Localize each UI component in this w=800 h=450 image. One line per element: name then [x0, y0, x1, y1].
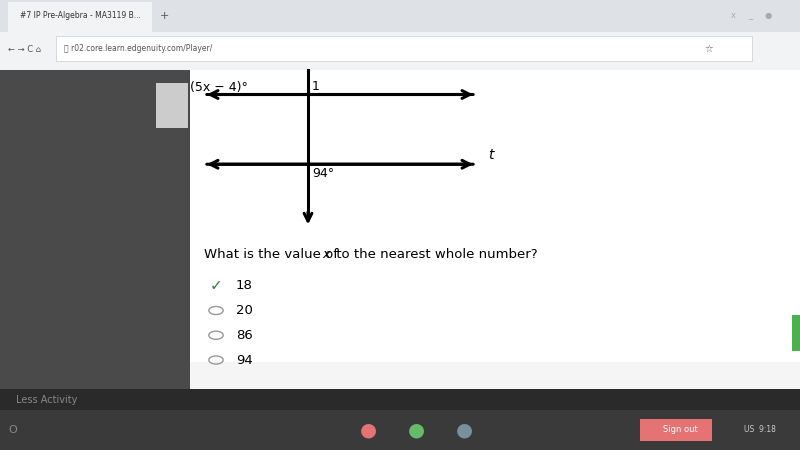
Text: x: x: [322, 248, 330, 261]
Text: t: t: [488, 148, 494, 162]
Bar: [0, 70, 190, 410]
Text: What is the value of: What is the value of: [204, 248, 342, 261]
Bar: [0, 389, 800, 410]
Text: #7 IP Pre-Algebra - MA3119 B...: #7 IP Pre-Algebra - MA3119 B...: [20, 11, 141, 20]
Text: 1: 1: [312, 80, 320, 93]
Text: 20: 20: [236, 304, 253, 317]
Text: +: +: [160, 11, 170, 21]
Bar: [0, 0, 800, 70]
Text: 🔒 r02.core.learn.edgenuity.com/Player/: 🔒 r02.core.learn.edgenuity.com/Player/: [64, 44, 212, 53]
Text: Less Activity: Less Activity: [16, 395, 78, 405]
Text: O: O: [8, 425, 17, 435]
Bar: [190, 362, 800, 389]
Text: ☆: ☆: [704, 44, 713, 54]
Text: 18: 18: [236, 279, 253, 292]
Bar: [190, 70, 800, 389]
Text: ✓: ✓: [210, 278, 222, 293]
Bar: [0, 410, 800, 450]
Text: _: _: [748, 11, 753, 20]
Text: ●: ●: [455, 420, 473, 439]
Text: x: x: [730, 11, 735, 20]
Text: US  9:18: US 9:18: [744, 425, 776, 434]
Text: to the nearest whole number?: to the nearest whole number?: [332, 248, 538, 261]
Text: ●: ●: [764, 11, 772, 20]
Bar: [792, 315, 800, 351]
Text: (5x − 4)°: (5x − 4)°: [190, 81, 248, 94]
Text: ●: ●: [407, 420, 425, 439]
Bar: [0, 0, 800, 32]
Bar: [8, 2, 152, 32]
Text: Sign out: Sign out: [662, 425, 698, 434]
Text: 94°: 94°: [312, 167, 334, 180]
Bar: [56, 36, 752, 61]
Text: 94: 94: [236, 354, 253, 366]
Bar: [156, 83, 188, 128]
Text: 86: 86: [236, 329, 253, 342]
Text: ← → C ⌂: ← → C ⌂: [8, 45, 41, 54]
Text: ●: ●: [359, 420, 377, 439]
Bar: [640, 418, 712, 441]
